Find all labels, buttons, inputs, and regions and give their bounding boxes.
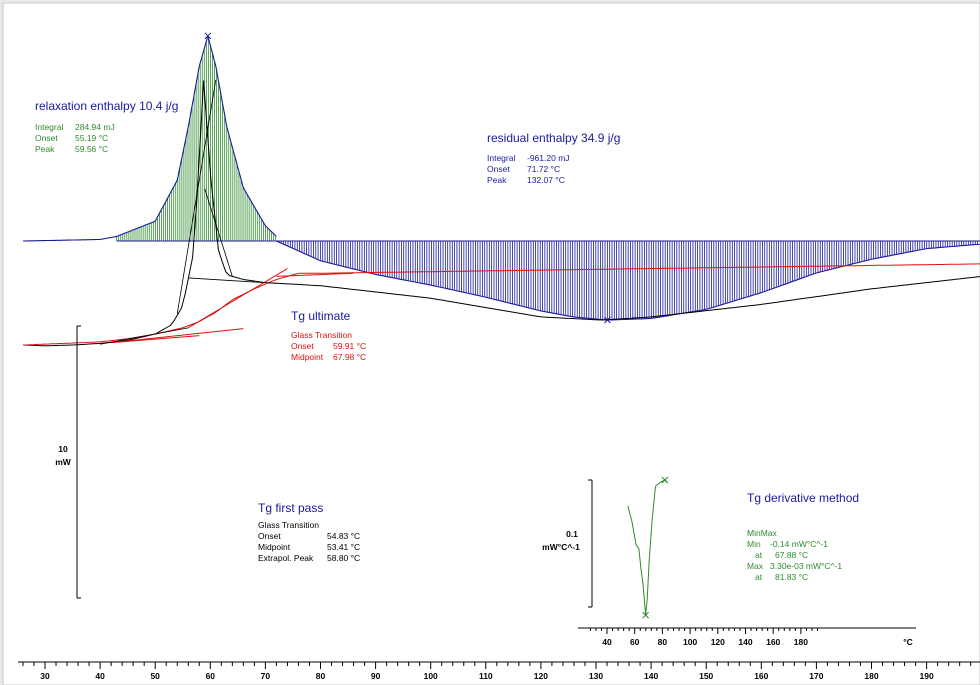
residual-peak-label: Peak [487,175,507,185]
derivative-x-axis: 40 60 80 100 120 140 160 180 °C [578,627,916,647]
tg-derivative-max-value: 3.30e-03 mW°C^-1 [770,561,842,571]
tg-ultimate-tangent-lower [276,272,354,277]
relaxation-annotation: relaxation enthalpy 10.4 j/g Integral 28… [35,99,178,154]
derivative-axis-unit: °C [903,637,913,647]
derivative-axis-tick-label: 40 [602,637,612,647]
tg-ultimate-midpoint-value: 67.98 °C [333,352,366,362]
main-scale-unit: mW [55,457,72,467]
derivative-max-marker [661,476,669,484]
main-scale-bar: 10 mW [55,325,81,599]
residual-peak-value: 132.07 °C [527,175,565,185]
tg-derivative-min-at-label: at [755,550,763,560]
main-x-axis: 30 40 50 60 70 80 90 100 110 120 130 140 150 160 170 18… [18,661,980,681]
main-axis-tick-label: 90 [371,671,381,681]
tg-ultimate-tangent-upper [111,328,244,344]
main-axis-tick-label: 190 [920,671,934,681]
derivative-axis-tick-label: 180 [794,637,808,647]
tg-first-title: Tg first pass [258,501,323,515]
relaxation-onset-label: Onset [35,133,58,143]
tg-ultimate-tangent-inflection [188,268,288,329]
relaxation-peak-label: Peak [35,144,55,154]
main-axis-tick-label: 60 [206,671,216,681]
tg-first-midpoint-value: 53.41 °C [327,542,360,552]
tg-first-heading: Glass Transition [258,520,319,530]
residual-integral-label: Integral [487,153,515,163]
tg-first-peak-value: 58.80 °C [327,553,360,563]
relaxation-curve [23,35,277,242]
derivative-scale-bar: 0.1 mW°C^-1 [542,479,593,608]
tg-first-peak-label: Extrapol. Peak [258,553,314,563]
tangent-constructions [100,32,669,619]
main-axis-tick-label: 180 [864,671,878,681]
main-axis-tick-label: 100 [424,671,438,681]
main-axis-tick-label: 120 [534,671,548,681]
first-pass-baseline [188,277,277,284]
derivative-scale-unit: mW°C^-1 [542,542,580,552]
tg-ultimate-title: Tg ultimate [291,309,351,323]
residual-integral-value: -961.20 mJ [527,153,570,163]
derivative-axis-tick-label: 140 [738,637,752,647]
tg-derivative-title: Tg derivative method [747,491,859,505]
derivative-axis-tick-label: 100 [683,637,697,647]
residual-title: residual enthalpy 34.9 j/g [487,131,620,145]
tg-first-onset-value: 54.83 °C [327,531,360,541]
main-axis-tick-label: 70 [261,671,271,681]
integration-hatching [116,37,979,321]
relaxation-integral-label: Integral [35,122,63,132]
relaxation-peak-value: 59.56 °C [75,144,108,154]
relaxation-title: relaxation enthalpy 10.4 j/g [35,99,178,113]
main-axis-tick-label: 150 [699,671,713,681]
derivative-curve [627,479,668,616]
residual-annotation: residual enthalpy 34.9 j/g Integral -961… [487,131,620,185]
main-scale-value: 10 [58,444,68,454]
derivative-axis-tick-label: 80 [658,637,668,647]
tg-ultimate-onset-label: Onset [291,341,314,351]
main-axis-tick-label: 80 [316,671,326,681]
tg-first-onset-label: Onset [258,531,281,541]
derivative-axis-tick-label: 120 [711,637,725,647]
residual-onset-value: 71.72 °C [527,164,560,174]
tg-derivative-heading: MinMax [747,528,778,538]
tg-ultimate-annotation: Tg ultimate Glass Transition Onset 59.91… [291,309,366,362]
main-axis-tick-label: 160 [754,671,768,681]
main-axis-tick-label: 40 [95,671,105,681]
tg-ultimate-midpoint-label: Midpoint [291,352,324,362]
derivative-scale-value: 0.1 [566,529,578,539]
main-axis-tick-label: 170 [809,671,823,681]
relaxation-peak-marker [204,32,212,40]
tg-derivative-min-label: Min [747,539,761,549]
first-pass-curve [22,80,980,347]
derivative-axis-tick-label: 60 [630,637,640,647]
curve-layer [22,35,980,616]
tg-derivative-max-at-value: 81.83 °C [775,572,808,582]
tg-derivative-min-at-value: 67.88 °C [775,550,808,560]
main-axis-tick-label: 50 [150,671,160,681]
tg-ultimate-heading: Glass Transition [291,330,352,340]
residual-onset-label: Onset [487,164,510,174]
tg-derivative-annotation: Tg derivative method MinMax Min -0.14 mW… [747,491,859,582]
tg-derivative-min-value: -0.14 mW°C^-1 [770,539,828,549]
tg-ultimate-onset-value: 59.91 °C [333,341,366,351]
tg-ultimate-tangent-upper-2 [111,335,200,344]
relaxation-onset-value: 55.19 °C [75,133,108,143]
main-axis-tick-label: 130 [589,671,603,681]
residual-peak-marker [604,316,611,324]
tg-ultimate-curve [22,263,980,346]
first-pass-tangent-left [176,79,217,314]
derivative-min-marker [642,611,649,619]
residual-curve [276,240,980,321]
main-axis-tick-label: 30 [40,671,50,681]
relaxation-integral-value: 284.94 mJ [75,122,115,132]
tg-derivative-max-at-label: at [755,572,763,582]
derivative-axis-tick-label: 160 [766,637,780,647]
main-axis-tick-label: 140 [644,671,658,681]
first-pass-tangent-right [204,188,233,277]
tg-derivative-max-label: Max [747,561,764,571]
tg-first-midpoint-label: Midpoint [258,542,291,552]
first-pass-tangent-upper [100,327,189,345]
main-axis-tick-label: 110 [479,671,493,681]
tg-first-pass-annotation: Tg first pass Glass Transition Onset 54.… [258,501,360,563]
